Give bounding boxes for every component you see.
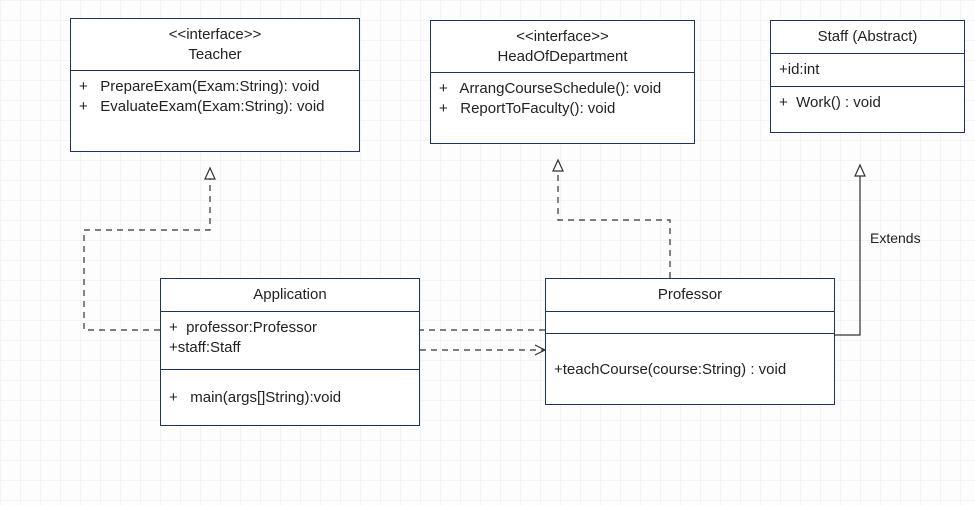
class-name: Staff (Abstract) [779,27,956,47]
class-head-of-department: <<interface>> HeadOfDepartment + ArrangC… [430,20,695,144]
operation-row: + PrepareExam(Exam:String): void [79,77,351,97]
class-name: Application [169,285,411,305]
operation-row: + Work() : void [779,93,956,113]
attribute-row: +staff:Staff [169,338,411,358]
class-name: Professor [554,285,826,305]
class-teacher: <<interface>> Teacher + PrepareExam(Exam… [70,18,360,152]
attribute-row: + professor:Professor [169,318,411,338]
operation-row: + main(args[]String):void [169,388,411,408]
class-professor: Professor +teachCourse(course:String) : … [545,278,835,405]
class-stereotype: <<interface>> [439,27,686,47]
class-application: Application + professor:Professor +staff… [160,278,420,426]
attribute-row: +id:int [779,60,956,80]
operation-row: + ArrangCourseSchedule(): void [439,79,686,99]
operation-row: +teachCourse(course:String) : void [554,360,826,380]
edge-label-extends: Extends [870,230,921,246]
empty-attributes [546,312,834,334]
operation-row: + EvaluateExam(Exam:String): void [79,97,351,117]
class-name: Teacher [79,45,351,65]
operation-row: + ReportToFaculty(): void [439,99,686,119]
class-name: HeadOfDepartment [439,47,686,67]
class-stereotype: <<interface>> [79,25,351,45]
class-staff: Staff (Abstract) +id:int + Work() : void [770,20,965,133]
